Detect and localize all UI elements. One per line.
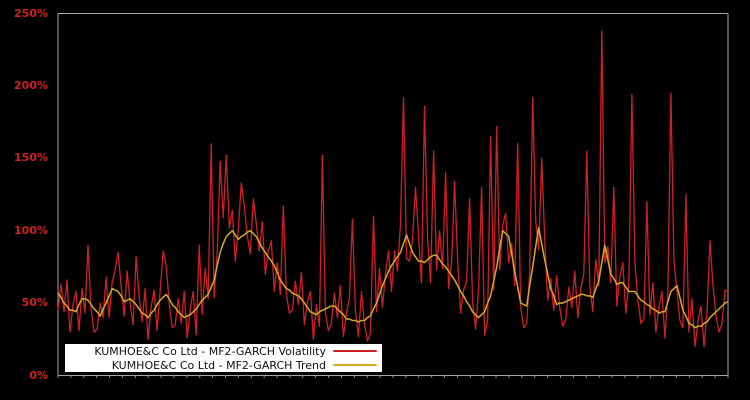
trend-line xyxy=(57,227,729,329)
volatility-line xyxy=(57,30,729,348)
y-axis-label: 200% xyxy=(14,78,48,92)
legend-line-trend-icon xyxy=(333,364,377,366)
y-axis-label: 150% xyxy=(14,151,48,165)
y-axis-label: 50% xyxy=(21,296,48,310)
axis-border xyxy=(57,13,729,376)
y-axis-label: 100% xyxy=(14,223,48,237)
y-axis-labels: 0% 50% 100% 150% 200% 250% xyxy=(0,0,48,400)
legend-row-volatility: KUMHOE&C Co Ltd - MF2-GARCH Volatility xyxy=(65,345,382,358)
y-axis-label: 0% xyxy=(29,368,48,382)
legend-label-volatility: KUMHOE&C Co Ltd - MF2-GARCH Volatility xyxy=(94,344,326,358)
legend-row-trend: KUMHOE&C Co Ltd - MF2-GARCH Trend xyxy=(65,359,382,372)
legend-label-trend: KUMHOE&C Co Ltd - MF2-GARCH Trend xyxy=(111,358,326,372)
legend-line-volatility-icon xyxy=(333,350,377,352)
legend: KUMHOE&C Co Ltd - MF2-GARCH Volatility K… xyxy=(65,344,382,372)
y-axis-label: 250% xyxy=(14,6,48,20)
